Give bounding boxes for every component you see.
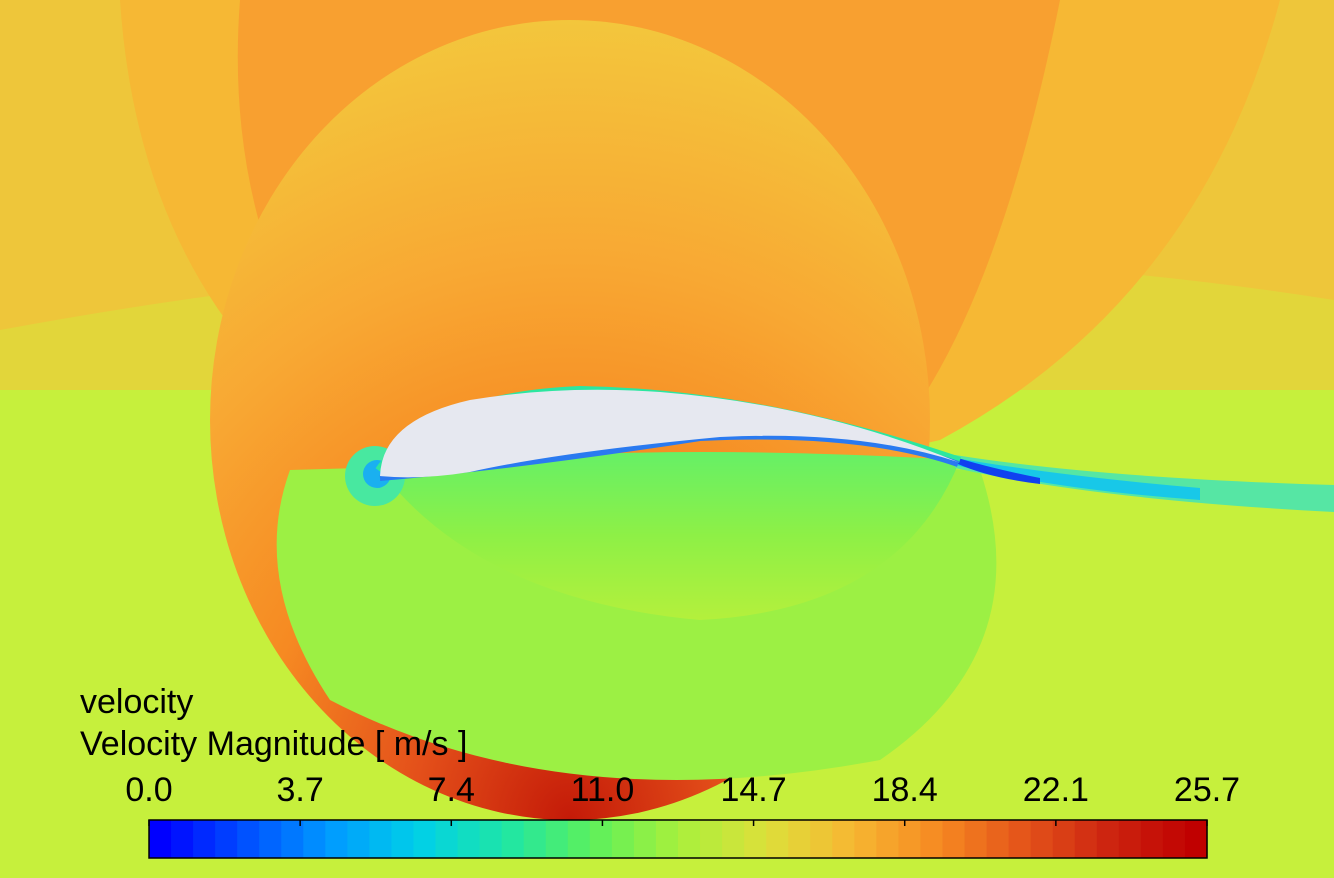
colorbar-bin <box>744 820 767 858</box>
airfoil <box>380 389 958 478</box>
colorbar-bin <box>259 820 282 858</box>
colorbar <box>148 819 1208 859</box>
colorbar-bin <box>633 820 657 858</box>
colorbar-bin <box>215 820 238 858</box>
colorbar-bin <box>193 820 216 858</box>
colorbar-bin <box>810 820 833 858</box>
colorbar-bin <box>457 820 481 858</box>
colorbar-bin <box>479 820 503 858</box>
colorbar-bin <box>347 820 371 858</box>
colorbar-tick-label: 14.7 <box>720 771 787 809</box>
colorbar-bin <box>1096 820 1120 858</box>
colorbar-bin <box>303 820 326 858</box>
colorbar-bin <box>523 820 547 858</box>
colorbar-bin <box>678 820 701 858</box>
colorbar-bin <box>942 820 966 858</box>
colorbar-bin <box>369 820 393 858</box>
colorbar-bin <box>589 820 613 858</box>
colorbar-bin <box>435 820 459 858</box>
colorbar-bin <box>149 820 172 858</box>
colorbar-tick-label: 25.7 <box>1173 771 1241 809</box>
legend-title: Velocity Magnitude [ m/s ] <box>80 725 468 763</box>
colorbar-bin <box>876 820 900 858</box>
colorbar-bin <box>545 820 569 858</box>
colorbar-bin <box>281 820 304 858</box>
colorbar-bin <box>1008 820 1032 858</box>
colorbar-bin <box>1074 820 1098 858</box>
colorbar-bin <box>700 820 723 858</box>
colorbar-bin <box>413 820 437 858</box>
colorbar-bin <box>655 820 679 858</box>
colorbar-bin <box>171 820 194 858</box>
colorbar-bin <box>1162 820 1186 858</box>
colorbar-tick-label: 22.1 <box>1022 771 1089 809</box>
colorbar-bin <box>391 820 415 858</box>
colorbar-bin <box>964 820 988 858</box>
colorbar-bin <box>567 820 591 858</box>
colorbar-bin <box>611 820 635 858</box>
colorbar-bin <box>898 820 922 858</box>
colorbar-bin <box>501 820 525 858</box>
lower-pressure-band-inner <box>380 452 960 620</box>
colorbar-bin <box>722 820 745 858</box>
colorbar-bin <box>832 820 855 858</box>
legend-variable: velocity <box>80 683 194 721</box>
colorbar-bin <box>1140 820 1164 858</box>
colorbar-frame <box>148 819 1208 859</box>
colorbar-bin <box>854 820 877 858</box>
colorbar-bin <box>986 820 1010 858</box>
colorbar-bin <box>237 820 260 858</box>
colorbar-bin <box>920 820 944 858</box>
colorbar-tick-label: 7.4 <box>427 771 475 809</box>
colorbar-bin <box>1118 820 1142 858</box>
colorbar-bin <box>1184 820 1208 858</box>
colorbar-tick-label: 18.4 <box>871 771 938 809</box>
colorbar-bin <box>1030 820 1054 858</box>
colorbar-tick-label: 3.7 <box>276 771 324 809</box>
colorbar-bin <box>1052 820 1076 858</box>
colorbar-tick-label: 0.0 <box>125 771 173 809</box>
colorbar-bin <box>766 820 789 858</box>
colorbar-bin <box>325 820 348 858</box>
colorbar-bin <box>788 820 811 858</box>
colorbar-tick-label: 11.0 <box>570 771 635 809</box>
